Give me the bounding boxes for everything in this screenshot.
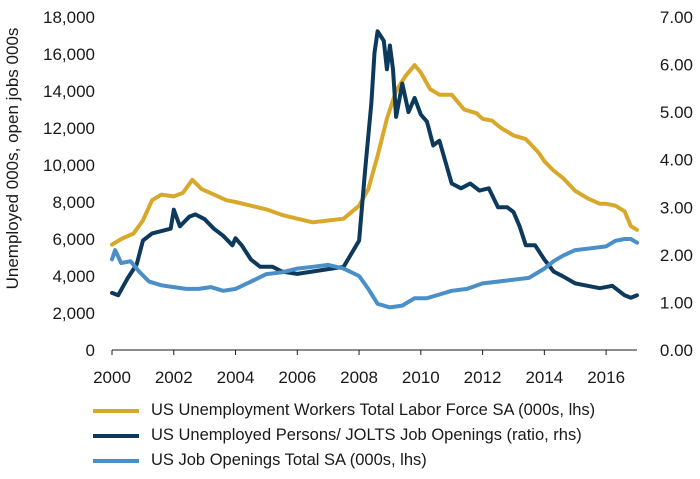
right-y-tick-label: 3.00	[660, 198, 693, 217]
x-tick-label: 2012	[464, 368, 502, 387]
legend-label: US Unemployed Persons/ JOLTS Job Opening…	[151, 426, 582, 444]
left-y-tick-label: 10,000	[43, 156, 95, 175]
right-y-tick-label: 4.00	[660, 151, 693, 170]
right-y-tick-label: 1.00	[660, 293, 693, 312]
right-y-tick-label: 7.00	[660, 8, 693, 27]
legend: US Unemployment Workers Total Labor Forc…	[93, 398, 693, 473]
x-tick-label: 2014	[525, 368, 563, 387]
legend-item: US Unemployment Workers Total Labor Forc…	[93, 398, 693, 423]
series-line-2	[110, 29, 639, 300]
left-y-tick-label: 0	[86, 341, 95, 360]
left-y-tick-label: 6,000	[52, 230, 95, 249]
x-tick-label: 2000	[93, 368, 131, 387]
legend-label: US Job Openings Total SA (000s, lhs)	[151, 451, 427, 469]
legend-item: US Unemployed Persons/ JOLTS Job Opening…	[93, 423, 693, 448]
left-y-tick-label: 14,000	[43, 82, 95, 101]
x-tick-label: 2002	[155, 368, 193, 387]
legend-item: US Job Openings Total SA (000s, lhs)	[93, 448, 693, 473]
legend-label: US Unemployment Workers Total Labor Forc…	[151, 401, 596, 419]
right-y-tick-label: 6.00	[660, 56, 693, 75]
legend-swatch	[93, 458, 139, 463]
left-y-tick-label: 2,000	[52, 304, 95, 323]
left-y-axis-ticks: 0 2,000 4,000 6,000 8,000 10,000 12,000 14,000 1…	[43, 8, 95, 360]
x-tick-label: 2006	[278, 368, 316, 387]
series-line-3	[110, 237, 639, 310]
left-y-tick-label: 4,000	[52, 267, 95, 286]
legend-swatch	[93, 408, 139, 413]
right-y-tick-label: 0.00	[660, 341, 693, 360]
x-axis-ticks: 2000 2002 2004 2006 2008 2010 2012 2014 2016	[93, 350, 625, 387]
left-y-axis-title: Unemployed 000s, open jobs 000s	[3, 28, 22, 290]
x-tick-label: 2008	[340, 368, 378, 387]
left-y-tick-label: 8,000	[52, 193, 95, 212]
legend-swatch	[93, 433, 139, 438]
x-tick-label: 2016	[587, 368, 625, 387]
right-y-axis-ticks: 0.00 1.00 2.00 3.00 4.00 5.00 6.00 7.00	[660, 8, 693, 360]
left-y-tick-label: 16,000	[43, 45, 95, 64]
left-y-tick-label: 18,000	[43, 8, 95, 27]
left-y-tick-label: 12,000	[43, 119, 95, 138]
x-tick-label: 2010	[402, 368, 440, 387]
x-tick-label: 2004	[217, 368, 255, 387]
right-y-tick-label: 2.00	[660, 246, 693, 265]
series-layer	[110, 29, 639, 310]
right-y-tick-label: 5.00	[660, 103, 693, 122]
line-chart: 0 2,000 4,000 6,000 8,000 10,000 12,000 14,000 1…	[3, 8, 693, 387]
